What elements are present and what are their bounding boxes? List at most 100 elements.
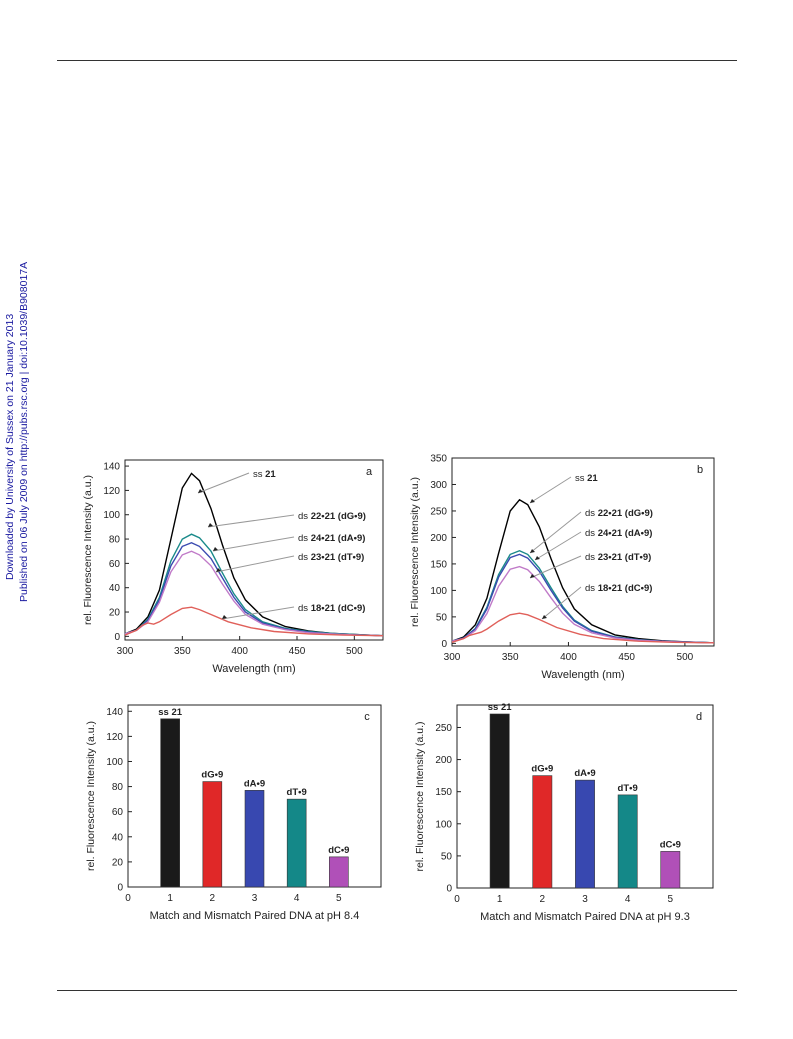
x-axis-label: Wavelength (nm): [541, 669, 624, 681]
annotation-pointer: [529, 476, 572, 504]
series-line-4: [451, 612, 715, 644]
annotation-label: ds 22•21 (dG•9): [585, 508, 653, 519]
bar-4: [286, 798, 307, 888]
annotation-arrowhead: [216, 568, 221, 572]
y-tick-label: 20: [109, 608, 121, 619]
y-tick-label: 100: [435, 819, 452, 830]
y-tick-label: 250: [430, 506, 447, 517]
y-tick-label: 0: [114, 632, 120, 643]
x-tick-label: 350: [502, 652, 519, 663]
annotation-prefix: ds: [298, 603, 311, 614]
x-tick-label: 350: [174, 646, 191, 657]
y-tick-label: 0: [446, 884, 452, 895]
plot-frame: [451, 457, 715, 647]
y-tick-label: 140: [106, 707, 123, 718]
annotation-prefix: ds: [585, 583, 598, 594]
y-tick-label: 0: [441, 639, 447, 650]
annotation-arrowhead: [208, 523, 213, 527]
y-tick-label: 20: [112, 857, 124, 868]
x-tick-label: 0: [454, 894, 460, 905]
annotation-pointer: [529, 555, 582, 579]
chart-panel-c: 0 20 40 60 80 100 120 140 0 1 2 3 4 5 Match and Mismat…: [85, 704, 382, 922]
panel-letter: d: [696, 711, 702, 723]
bar-label: dG•9: [531, 764, 553, 775]
y-axis-label: rel. Fluorescence Intensity (a.u.): [409, 477, 421, 627]
y-tick-label: 80: [112, 782, 124, 793]
top-rule: [57, 60, 737, 61]
annotation-pointer: [207, 514, 295, 528]
panel-letter: c: [364, 711, 370, 723]
y-tick-label: 200: [435, 755, 452, 766]
bar-label: dC•9: [328, 845, 349, 856]
annotation-label: ds 24•21 (dA•9): [298, 533, 365, 544]
bar-5: [660, 851, 681, 889]
bar-4: [617, 794, 638, 889]
y-tick-label: 40: [109, 583, 121, 594]
side-watermark: Downloaded by University of Sussex on 21…: [4, 262, 30, 602]
watermark-line-2: Published on 06 July 2009 on http://pubs…: [18, 262, 30, 602]
panel-letter: a: [366, 466, 373, 478]
annotation-bold: 18•21 (dC•9): [311, 603, 366, 614]
annotation-arrowhead: [198, 489, 203, 493]
x-tick-label: 500: [677, 652, 694, 663]
annotation-bold: 22•21 (dG•9): [598, 508, 653, 519]
y-tick-label: 50: [441, 851, 453, 862]
x-tick-label: 300: [117, 646, 134, 657]
y-tick-label: 150: [435, 787, 452, 798]
annotation-prefix: ds: [298, 552, 311, 563]
annotation-label: ds 23•21 (dT•9): [298, 552, 364, 563]
bar-3: [244, 790, 265, 888]
annotation-label: ds 23•21 (dT•9): [585, 552, 651, 563]
y-tick-label: 40: [112, 832, 124, 843]
y-tick-label: 140: [103, 462, 120, 473]
bar-label: dG•9: [201, 770, 223, 781]
annotation-pointer: [212, 536, 295, 552]
series-line-1: [124, 533, 384, 637]
x-tick-label: 5: [668, 894, 674, 905]
bar-label: ss 21: [158, 707, 182, 718]
watermark-line-1: Downloaded by University of Sussex on 21…: [4, 314, 16, 580]
chart-panel-b: 0 50 100 150 200 250 300 350 300 350 400 450 500 Wave…: [409, 454, 715, 681]
series-line-3: [451, 565, 715, 644]
y-tick-label: 120: [106, 732, 123, 743]
annotation-pointer: [529, 511, 582, 554]
annotation-label: ds 18•21 (dC•9): [585, 583, 652, 594]
chart-panel-d: 0 50 100 150 200 250 0 1 2 3 4 5 Match and Mismatch …: [414, 702, 714, 923]
x-tick-label: 3: [252, 893, 258, 904]
series-line-2: [451, 553, 715, 644]
bar-3: [575, 779, 595, 889]
y-tick-label: 60: [112, 807, 124, 818]
bar-2: [202, 781, 223, 888]
x-tick-label: 4: [625, 894, 631, 905]
y-axis-label: rel. Fluorescence Intensity (a.u.): [85, 721, 97, 871]
annotation-arrowhead: [535, 556, 540, 560]
y-tick-label: 100: [430, 586, 447, 597]
annotation-bold: 23•21 (dT•9): [311, 552, 365, 563]
bar-label: dC•9: [660, 839, 681, 850]
y-tick-label: 50: [436, 612, 448, 623]
panel-letter: b: [697, 464, 703, 476]
x-tick-label: 2: [540, 894, 546, 905]
x-tick-label: 2: [210, 893, 216, 904]
bar-1: [489, 713, 510, 889]
annotation-bold: 22•21 (dG•9): [311, 511, 366, 522]
annotation-prefix: ss: [575, 473, 587, 484]
annotation-arrowhead: [530, 574, 535, 578]
annotation-pointer: [215, 555, 295, 573]
x-axis-label: Wavelength (nm): [212, 663, 295, 675]
x-tick-label: 450: [289, 646, 306, 657]
x-tick-label: 400: [560, 652, 577, 663]
bar-label: dA•9: [244, 778, 265, 789]
x-tick-label: 400: [231, 646, 248, 657]
annotation-bold: 21: [265, 469, 276, 480]
bar-label: ss 21: [488, 702, 512, 713]
annotation-arrowhead: [222, 615, 227, 619]
x-axis-label: Match and Mismatch Paired DNA at pH 8.4: [150, 910, 360, 922]
x-tick-label: 300: [444, 652, 461, 663]
x-tick-label: 500: [346, 646, 363, 657]
annotation-pointer: [541, 586, 582, 620]
y-tick-label: 350: [430, 454, 447, 465]
annotation-prefix: ds: [585, 552, 598, 563]
bar-2: [532, 775, 553, 889]
x-axis-label: Match and Mismatch Paired DNA at pH 9.3: [480, 911, 690, 923]
